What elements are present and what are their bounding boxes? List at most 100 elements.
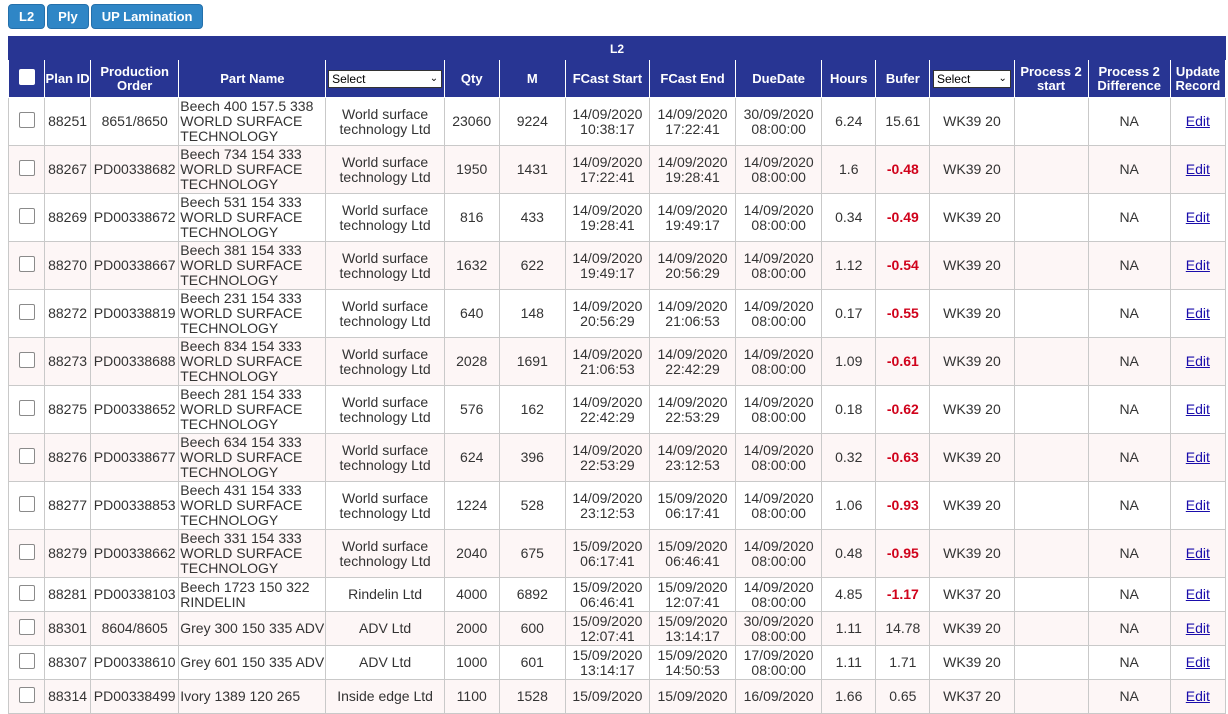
cell-process2-difference: NA bbox=[1087, 679, 1171, 714]
edit-link[interactable]: Edit bbox=[1185, 257, 1210, 273]
chevron-down-icon: ⌄ bbox=[429, 72, 439, 84]
cell-customer: World surface technology Ltd bbox=[325, 289, 445, 338]
cell-m: 1691 bbox=[498, 337, 566, 386]
cell-due-date: 14/09/2020 08:00:00 bbox=[735, 193, 823, 242]
cell-fcast-start: 15/09/2020 06:46:41 bbox=[564, 577, 650, 612]
cell-customer: Inside edge Ltd bbox=[325, 679, 445, 714]
cell-update-record: Edit bbox=[1169, 433, 1227, 482]
row-checkbox[interactable] bbox=[18, 544, 35, 560]
cell-fcast-start: 15/09/2020 13:14:17 bbox=[564, 645, 650, 680]
row-checkbox[interactable] bbox=[18, 256, 35, 272]
edit-link[interactable]: Edit bbox=[1185, 497, 1210, 513]
col-update-record: Update Record bbox=[1169, 59, 1227, 98]
cell-fcast-end: 14/09/2020 19:49:17 bbox=[648, 193, 737, 242]
cell-process2-difference: NA bbox=[1087, 577, 1171, 612]
cell-customer: Rindelin Ltd bbox=[325, 577, 445, 612]
cell-production-order: PD00338662 bbox=[90, 529, 180, 578]
cell-customer: World surface technology Ltd bbox=[325, 529, 445, 578]
edit-link[interactable]: Edit bbox=[1185, 688, 1210, 704]
cell-update-record: Edit bbox=[1169, 645, 1227, 680]
cell-customer: World surface technology Ltd bbox=[325, 145, 445, 194]
row-checkbox[interactable] bbox=[18, 687, 35, 703]
edit-link[interactable]: Edit bbox=[1185, 113, 1210, 129]
cell-m: 162 bbox=[498, 385, 566, 434]
edit-link[interactable]: Edit bbox=[1185, 353, 1210, 369]
cell-process2-start bbox=[1013, 145, 1089, 194]
row-checkbox[interactable] bbox=[18, 208, 35, 224]
row-checkbox[interactable] bbox=[18, 304, 35, 320]
table-caption: L2 bbox=[8, 36, 1226, 60]
ply-button[interactable]: Ply bbox=[47, 4, 89, 29]
cell-bufer: -0.61 bbox=[875, 337, 931, 386]
cell-hours: 0.48 bbox=[821, 529, 877, 578]
row-checkbox[interactable] bbox=[18, 496, 35, 512]
customer-filter-select[interactable]: Select ⌄ bbox=[328, 69, 443, 88]
select-all-checkbox[interactable] bbox=[18, 69, 35, 85]
cell-qty: 2000 bbox=[443, 611, 500, 646]
up-lamination-button[interactable]: UP Lamination bbox=[90, 4, 204, 29]
cell-process2-difference: NA bbox=[1087, 337, 1171, 386]
cell-part-name: Beech 331 154 333 WORLD SURFACE TECHNOLO… bbox=[178, 529, 327, 578]
cell-plan-id: 88273 bbox=[44, 337, 92, 386]
cell-due-date: 14/09/2020 08:00:00 bbox=[735, 385, 823, 434]
col-fcast-start: FCast Start bbox=[564, 59, 650, 98]
row-checkbox[interactable] bbox=[18, 448, 35, 464]
cell-qty: 4000 bbox=[443, 577, 500, 612]
row-checkbox[interactable] bbox=[18, 400, 35, 416]
cell-fcast-start: 14/09/2020 17:22:41 bbox=[564, 145, 650, 194]
cell-hours: 1.09 bbox=[821, 337, 877, 386]
edit-link[interactable]: Edit bbox=[1185, 586, 1210, 602]
edit-link[interactable]: Edit bbox=[1185, 620, 1210, 636]
cell-qty: 1100 bbox=[443, 679, 500, 714]
edit-link[interactable]: Edit bbox=[1185, 401, 1210, 417]
cell-bufer: -1.17 bbox=[875, 577, 931, 612]
cell-fcast-end: 15/09/2020 12:07:41 bbox=[648, 577, 737, 612]
cell-part-name: Beech 400 157.5 338 WORLD SURFACE TECHNO… bbox=[178, 97, 327, 146]
week-filter-select[interactable]: Select ⌄ bbox=[932, 69, 1011, 88]
table-row: 88277 PD00338853 Beech 431 154 333 WORLD S… bbox=[7, 481, 1227, 530]
row-select-cell bbox=[7, 611, 46, 646]
cell-production-order: PD00338688 bbox=[90, 337, 180, 386]
cell-update-record: Edit bbox=[1169, 289, 1227, 338]
col-hours: Hours bbox=[821, 59, 877, 98]
row-checkbox[interactable] bbox=[18, 112, 35, 128]
edit-link[interactable]: Edit bbox=[1185, 545, 1210, 561]
cell-fcast-start: 14/09/2020 20:56:29 bbox=[564, 289, 650, 338]
cell-process2-difference: NA bbox=[1087, 529, 1171, 578]
row-checkbox[interactable] bbox=[18, 653, 35, 669]
row-checkbox[interactable] bbox=[18, 585, 35, 601]
cell-part-name: Beech 231 154 333 WORLD SURFACE TECHNOLO… bbox=[178, 289, 327, 338]
cell-hours: 0.34 bbox=[821, 193, 877, 242]
row-checkbox[interactable] bbox=[18, 160, 35, 176]
cell-part-name: Beech 834 154 333 WORLD SURFACE TECHNOLO… bbox=[178, 337, 327, 386]
row-checkbox[interactable] bbox=[18, 352, 35, 368]
cell-production-order: PD00338819 bbox=[90, 289, 180, 338]
edit-link[interactable]: Edit bbox=[1185, 161, 1210, 177]
table-row: 88301 8604/8605 Grey 300 150 335 ADV ADV Lt… bbox=[7, 611, 1227, 646]
edit-link[interactable]: Edit bbox=[1185, 654, 1210, 670]
cell-process2-difference: NA bbox=[1087, 481, 1171, 530]
edit-link[interactable]: Edit bbox=[1185, 449, 1210, 465]
cell-production-order: 8651/8650 bbox=[90, 97, 180, 146]
cell-process2-start bbox=[1013, 385, 1089, 434]
cell-fcast-end: 14/09/2020 19:28:41 bbox=[648, 145, 737, 194]
cell-bufer: 14.78 bbox=[875, 611, 931, 646]
cell-bufer: -0.55 bbox=[875, 289, 931, 338]
cell-week: WK39 20 bbox=[929, 385, 1015, 434]
row-checkbox[interactable] bbox=[18, 619, 35, 635]
cell-part-name: Grey 300 150 335 ADV bbox=[178, 611, 327, 646]
col-qty: Qty bbox=[443, 59, 500, 98]
edit-link[interactable]: Edit bbox=[1185, 305, 1210, 321]
edit-link[interactable]: Edit bbox=[1185, 209, 1210, 225]
cell-qty: 2040 bbox=[443, 529, 500, 578]
cell-week: WK39 20 bbox=[929, 241, 1015, 290]
table-row: 88275 PD00338652 Beech 281 154 333 WORLD S… bbox=[7, 385, 1227, 434]
cell-process2-difference: NA bbox=[1087, 241, 1171, 290]
cell-update-record: Edit bbox=[1169, 577, 1227, 612]
cell-m: 675 bbox=[498, 529, 566, 578]
l2-button[interactable]: L2 bbox=[8, 4, 46, 29]
row-select-cell bbox=[7, 679, 46, 714]
cell-process2-difference: NA bbox=[1087, 97, 1171, 146]
table-row: 88279 PD00338662 Beech 331 154 333 WORLD S… bbox=[7, 529, 1227, 578]
cell-bufer: 1.71 bbox=[875, 645, 931, 680]
